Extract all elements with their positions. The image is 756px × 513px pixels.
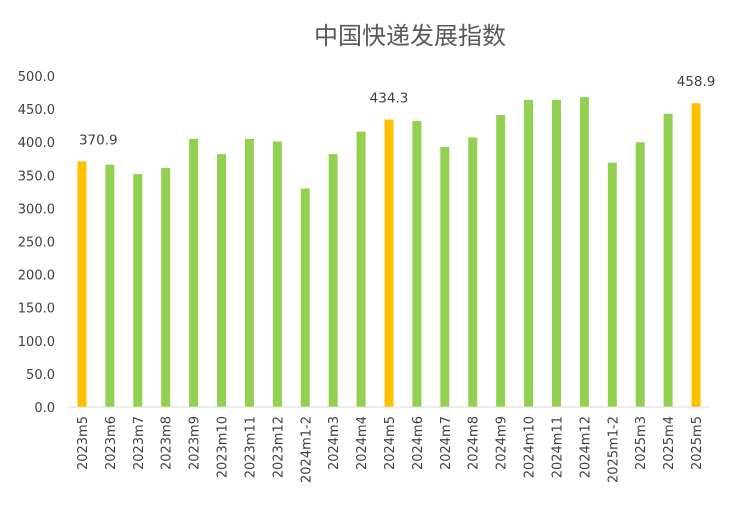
x-tick-label: 2023m7	[132, 416, 147, 470]
bar-2024m1-2	[300, 188, 310, 407]
bar-2023m11	[244, 138, 254, 407]
x-tick-label: 2024m3	[327, 416, 342, 470]
bar-2023m10	[217, 154, 227, 407]
x-tick-label: 2023m9	[188, 416, 203, 470]
y-tick-label: 400.0	[18, 136, 55, 151]
chart-title: 中国快递发展指数	[314, 22, 506, 50]
x-tick-label: 2024m6	[411, 416, 426, 470]
y-tick-label: 450.0	[18, 103, 55, 118]
y-tick-label: 50.0	[26, 368, 55, 383]
y-tick-label: 500.0	[18, 70, 55, 85]
bar-2024m12	[579, 97, 589, 408]
bar-2025m3	[635, 142, 645, 407]
y-tick-label: 150.0	[18, 302, 55, 317]
x-tick-label: 2024m12	[578, 416, 593, 478]
bar-2024m9	[496, 115, 506, 408]
bar-2023m8	[161, 168, 171, 407]
x-tick-label: 2024m7	[439, 416, 454, 470]
x-tick-label: 2024m5	[383, 416, 398, 470]
data-label-2025m5: 458.9	[677, 74, 716, 90]
x-tick-label: 2023m11	[243, 416, 258, 478]
y-axis-ticks: 0.0 50.0 100.0 150.0 200.0 250.0 300.0 350.0 400…	[18, 70, 55, 416]
bar-2023m5	[77, 161, 87, 407]
x-tick-label: 2023m10	[216, 416, 231, 478]
bar-2024m5	[384, 119, 394, 407]
bar-2025m1-2	[607, 162, 617, 407]
bar-2024m4	[356, 131, 366, 407]
bar-2023m7	[133, 173, 143, 407]
x-tick-label: 2024m1-2	[299, 416, 314, 483]
x-tick-label: 2024m10	[523, 416, 538, 478]
x-tick-label: 2023m12	[271, 416, 286, 478]
data-label-2023m5: 370.9	[79, 132, 118, 148]
x-tick-label: 2024m4	[355, 416, 370, 470]
y-tick-label: 100.0	[18, 335, 55, 350]
bar-2024m3	[328, 154, 338, 407]
bar-2024m6	[412, 121, 422, 408]
bar-2025m5	[691, 103, 701, 408]
bar-2023m12	[272, 141, 282, 407]
bar-2025m4	[663, 113, 673, 407]
y-tick-label: 350.0	[18, 169, 55, 184]
x-tick-label: 2025m3	[634, 416, 649, 470]
x-tick-label: 2024m11	[550, 416, 565, 478]
bars-group	[77, 97, 701, 408]
x-tick-label: 2025m5	[690, 416, 705, 470]
bar-2024m8	[468, 137, 478, 408]
y-tick-label: 250.0	[18, 236, 55, 251]
x-tick-label: 2023m6	[104, 416, 119, 470]
x-tick-label: 2024m8	[467, 416, 482, 470]
x-tick-label: 2025m1-2	[606, 416, 621, 483]
data-labels-group: 370.9 434.3 458.9	[79, 74, 715, 148]
x-axis-labels: 2023m5 2023m6 2023m7 2023m8 2023m9 2023m10 202…	[76, 416, 705, 483]
x-tick-label: 2025m4	[662, 416, 677, 470]
bar-2024m7	[440, 146, 450, 408]
data-label-2024m5: 434.3	[370, 90, 409, 106]
bar-2024m11	[551, 99, 561, 407]
bar-2024m10	[524, 99, 534, 407]
y-tick-label: 300.0	[18, 202, 55, 217]
x-tick-label: 2023m5	[76, 416, 91, 470]
y-tick-label: 0.0	[34, 401, 55, 416]
y-tick-label: 200.0	[18, 269, 55, 284]
x-tick-label: 2024m9	[495, 416, 510, 470]
bar-2023m9	[189, 138, 199, 407]
bar-2023m6	[105, 164, 115, 407]
x-tick-label: 2023m8	[160, 416, 175, 470]
